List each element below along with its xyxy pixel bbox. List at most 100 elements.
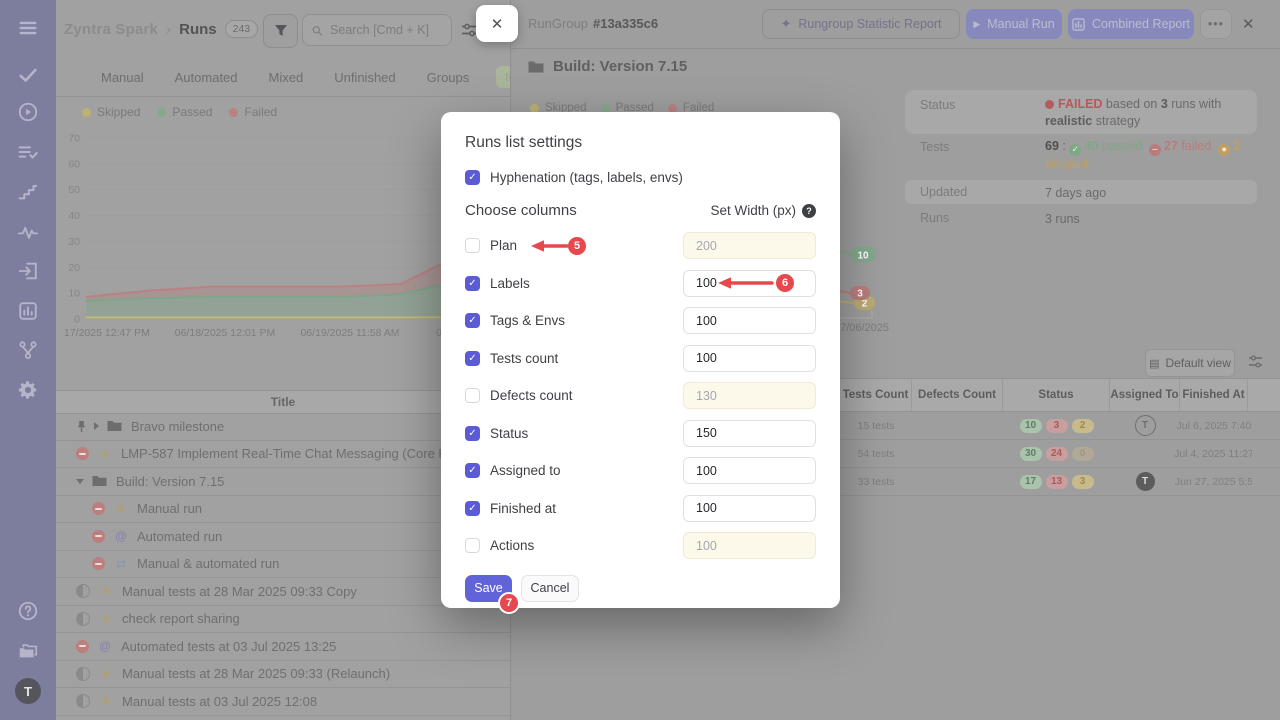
width-input-actions[interactable]: 100 (683, 532, 816, 560)
breadcrumb-project[interactable]: Zyntra Spark (64, 20, 159, 38)
manual-run-button[interactable]: ▶ Manual Run (966, 9, 1062, 39)
column-setting-row: ✓ Finished at 100 (465, 490, 816, 528)
check-icon[interactable] (17, 64, 39, 86)
default-view-button[interactable]: ▤ Default view (1145, 349, 1235, 377)
hyphenation-checkbox[interactable]: ✓ (465, 170, 480, 185)
user-avatar[interactable]: T (15, 678, 41, 704)
minus-glyph (95, 562, 102, 565)
row-action-button[interactable] (1252, 443, 1280, 465)
branch-icon[interactable] (17, 339, 39, 361)
chart-box-icon[interactable] (17, 300, 39, 322)
run-row[interactable]: ✳ Manual run (56, 496, 510, 523)
row-action-button[interactable] (1252, 415, 1280, 437)
column-checkbox-actions[interactable] (465, 538, 480, 554)
width-input-defects-count[interactable]: 130 (683, 382, 816, 410)
close-panel-icon[interactable]: ✕ (1242, 16, 1255, 33)
table-settings-icon[interactable] (1247, 353, 1264, 370)
tab-manual[interactable]: Manual (101, 69, 144, 85)
column-checkbox-finished-at[interactable]: ✓ (465, 500, 480, 516)
login-icon[interactable] (17, 260, 39, 282)
workspace-tag[interactable]: test work (496, 66, 510, 88)
list-settings-icon[interactable] (460, 21, 478, 39)
tab-automated[interactable]: Automated (174, 69, 238, 85)
filter-button[interactable] (263, 14, 298, 48)
assignee-avatar[interactable]: T (1135, 472, 1155, 491)
close-icon: ✕ (490, 15, 504, 33)
more-actions-button[interactable]: ••• (1200, 9, 1232, 39)
column-header-assigned-to[interactable]: Assigned To (1110, 379, 1180, 411)
menu-icon[interactable] (17, 17, 39, 39)
combined-report-button[interactable]: Combined Report (1068, 9, 1194, 39)
steps-icon[interactable] (17, 181, 39, 203)
chevron-down-icon[interactable] (76, 478, 84, 484)
funnel-icon (274, 25, 287, 36)
column-checkbox-labels[interactable]: ✓ (465, 275, 480, 291)
chevron-right-icon[interactable] (94, 422, 99, 431)
milestone-row[interactable]: Bravo milestone (56, 413, 510, 441)
tab-unfinished[interactable]: Unfinished (334, 69, 396, 85)
column-checkbox-assigned-to[interactable]: ✓ (465, 463, 480, 479)
run-row[interactable]: ✳ Manual tests at 28 Mar 2025 09:33 Copy (56, 578, 510, 606)
width-input-finished-at[interactable]: 100 (683, 494, 816, 522)
run-row[interactable]: ⇄ Manual & automated run (56, 551, 510, 578)
folders-icon[interactable] (17, 640, 39, 662)
column-header-finished-at[interactable]: Finished At (1180, 379, 1248, 411)
chart-legend: Skipped Passed Failed (82, 105, 277, 119)
column-header-defects-count[interactable]: Defects Count (912, 379, 1003, 411)
table-row[interactable]: 54 tests 30 24 0 Jul 4, 2025 11:27 (840, 440, 1280, 468)
hyphenation-setting[interactable]: ✓ Hyphenation (tags, labels, envs) (465, 170, 816, 185)
column-checkbox-tags-envs[interactable]: ✓ (465, 313, 480, 329)
help-circle-icon[interactable] (17, 600, 39, 622)
run-row[interactable]: @ Automated run (56, 523, 510, 551)
run-row[interactable]: @ Automated tests at 03 Jul 2025 13:25 (56, 633, 510, 661)
failed-dot (229, 107, 239, 117)
failed-dot (667, 103, 677, 113)
pulse-icon[interactable] (17, 221, 39, 243)
width-input-plan[interactable]: 200 (683, 232, 816, 260)
run-row[interactable]: ✳ Manual tests at 28 Mar 2025 09:33 (Rela… (56, 661, 510, 688)
list-check-icon[interactable] (17, 141, 39, 163)
table-row[interactable]: 33 tests 17 13 3 T Jun 27, 2025 5:5 (840, 468, 1280, 496)
width-input-assigned-to[interactable]: 100 (683, 457, 816, 485)
tour-step-badge-5: 5 (568, 236, 586, 255)
search-box[interactable] (302, 14, 452, 46)
gear-icon[interactable] (17, 379, 39, 401)
tour-close-button[interactable]: ✕ (476, 5, 518, 42)
updated-value: 7 days ago (1045, 186, 1107, 200)
finished-at-cell: Jul 6, 2025 7:40 (1176, 419, 1252, 432)
svg-text:60: 60 (68, 158, 80, 170)
skipped-count-pill: 2 (1071, 418, 1094, 433)
save-button[interactable]: Save 7 (465, 574, 520, 614)
group-row[interactable]: Build: Version 7.15 (56, 468, 510, 496)
help-icon[interactable]: ? (802, 203, 816, 218)
column-header-tests-count[interactable]: Tests Count (840, 379, 912, 411)
run-row[interactable]: ✳ check report sharing (56, 606, 510, 633)
width-input-status[interactable]: 150 (683, 419, 816, 447)
table-row[interactable]: 15 tests 10 3 2 T Jul 6, 2025 7:40 (840, 412, 1280, 440)
width-input-tests-count[interactable]: 100 (683, 344, 816, 372)
tab-groups[interactable]: Groups (426, 69, 470, 85)
skipped-dot (530, 103, 539, 113)
assignee-avatar[interactable]: T (1134, 415, 1156, 436)
build-title: Build: Version 7.15 (528, 58, 687, 75)
column-checkbox-status[interactable]: ✓ (465, 425, 480, 441)
runs-count-badge: 243 (224, 20, 259, 38)
run-row[interactable]: ✳ LMP-587 Implement Real-Time Chat Messag… (56, 441, 510, 468)
status-value: FAILED based on 3 runs with realistic st… (1045, 97, 1222, 128)
search-input[interactable] (328, 22, 442, 38)
tour-arrow-6 (716, 275, 774, 291)
manual-run-icon: ✳ (100, 694, 112, 709)
play-icon: ▶ (973, 18, 981, 29)
row-action-button[interactable] (1252, 471, 1280, 493)
chart-x-axis-date: 07/06/2025 (834, 322, 890, 334)
column-checkbox-tests-count[interactable]: ✓ (465, 350, 480, 366)
play-circle-icon[interactable] (17, 101, 39, 123)
rungroup-statistic-report-button[interactable]: ✦ Rungroup Statistic Report (762, 9, 960, 39)
cancel-button[interactable]: Cancel (521, 574, 579, 602)
width-input-tags-envs[interactable]: 100 (683, 307, 816, 335)
column-header-status[interactable]: Status (1003, 379, 1110, 411)
column-checkbox-defects-count[interactable] (465, 388, 480, 404)
column-checkbox-plan[interactable] (465, 238, 480, 254)
run-row[interactable]: ✳ Manual tests at 03 Jul 2025 12:08 (56, 688, 510, 716)
tab-mixed[interactable]: Mixed (268, 69, 304, 85)
